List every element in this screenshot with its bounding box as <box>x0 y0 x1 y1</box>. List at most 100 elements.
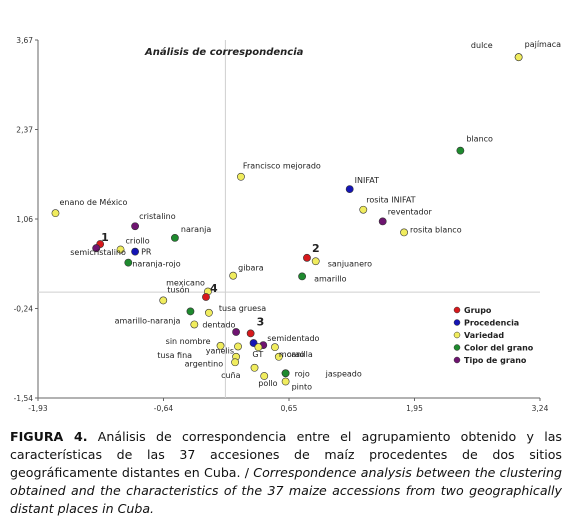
data-point <box>514 53 523 62</box>
x-tick-label: 3,24 <box>532 404 549 413</box>
data-point <box>237 172 245 181</box>
data-point <box>51 209 60 218</box>
y-tick-label: -0,24 <box>14 305 34 314</box>
x-tick-label: 0,65 <box>281 404 298 413</box>
data-point <box>274 352 283 361</box>
point-label: rosita INIFAT <box>366 196 415 205</box>
legend: Grupo Procedencia Variedad Color del grano T… <box>453 306 534 365</box>
point-label: tusa gruesa <box>219 304 266 313</box>
point-label: cristalino <box>139 212 176 221</box>
point-label: 4 <box>210 282 218 295</box>
point-label: canilla <box>287 350 313 359</box>
y-tick-label: 2,37 <box>16 126 33 135</box>
point-label: enano de México <box>59 197 127 207</box>
point-label: GT <box>252 350 263 359</box>
point-label: PR <box>141 248 152 257</box>
data-point <box>234 342 242 351</box>
data-point <box>232 328 240 336</box>
data-point <box>124 258 133 267</box>
legend-swatch <box>453 306 461 314</box>
point-label: dentado <box>202 320 235 329</box>
figure-label: FIGURA 4. <box>10 429 88 444</box>
correspondence-chart: -1,93 -0,64 0,65 1,95 3,24 3,67 2,37 1,06 -0,24 -… <box>14 36 562 413</box>
data-point <box>229 271 238 280</box>
data-point <box>246 329 255 338</box>
point-label: semicristalino <box>70 248 126 257</box>
legend-swatch <box>453 319 461 326</box>
point-label: jaspeado <box>325 369 362 378</box>
data-point <box>231 358 240 367</box>
data-point <box>254 343 263 352</box>
legend-swatch <box>453 344 461 351</box>
point-label: pinto <box>292 383 313 392</box>
caption-spanish: Análisis de correspondencia entre el agr… <box>10 429 562 480</box>
data-point <box>303 253 311 262</box>
data-point <box>281 377 290 386</box>
data-point <box>345 185 354 194</box>
point-label: gibara <box>238 264 264 273</box>
y-tick-label: 1,06 <box>16 215 33 224</box>
point-label: rosita blanco <box>410 225 462 234</box>
legend-swatch <box>453 356 461 364</box>
data-point <box>116 245 125 254</box>
data-point <box>131 222 139 231</box>
point-label: cuña <box>221 371 241 380</box>
point-label: yanelis <box>206 346 234 355</box>
legend-label: Color del grano <box>464 344 534 353</box>
data-point <box>378 217 387 226</box>
data-point <box>92 244 101 253</box>
data-point <box>171 233 179 242</box>
point-label: tusón <box>167 284 189 294</box>
data-point <box>190 320 199 329</box>
x-tick-label: -1,93 <box>28 404 48 413</box>
data-point <box>311 257 320 266</box>
data-point <box>202 293 210 301</box>
data-point <box>359 205 368 214</box>
data-point <box>400 228 408 237</box>
legend-label: Tipo de grano <box>464 356 527 365</box>
legend-label: Variedad <box>464 331 504 340</box>
legend-label: Procedencia <box>464 319 519 328</box>
y-tick-label: 3,67 <box>16 36 33 45</box>
data-point <box>250 363 259 372</box>
data-point <box>281 369 290 378</box>
point-label: naranja <box>181 225 211 234</box>
point-label: criollo <box>126 237 150 246</box>
axes: -1,93 -0,64 0,65 1,95 3,24 3,67 2,37 1,06 -0,24 -… <box>14 36 549 413</box>
data-point <box>260 372 269 380</box>
data-point <box>456 146 465 155</box>
point-label: pollo <box>258 379 277 388</box>
point-label: morao <box>279 350 305 359</box>
point-label: Francisco mejorado <box>243 162 321 171</box>
data-point <box>186 307 195 316</box>
data-point <box>204 308 213 317</box>
point-label: sin nombre <box>166 337 211 346</box>
point-label: semidentado <box>267 334 319 343</box>
chart-title: Análisis de correspondencia <box>144 46 304 58</box>
point-label: sanjuanero <box>328 259 372 268</box>
point-label: 1 <box>101 231 109 244</box>
point-label: pajímaca <box>525 40 562 49</box>
point-label: reventador <box>388 207 433 216</box>
data-point <box>271 343 279 352</box>
point-label: argentino <box>185 359 224 368</box>
point-label: naranja-rojo <box>132 260 180 269</box>
point-label: 2 <box>312 242 320 255</box>
legend-swatch <box>453 331 461 339</box>
point-label: amarillo <box>314 274 347 283</box>
x-tick-label: 1,95 <box>406 404 423 413</box>
data-point <box>298 272 307 281</box>
caption-english: Correspondence analysis between the clus… <box>10 465 562 516</box>
point-label: blanco <box>466 135 493 144</box>
point-label: INIFAT <box>355 176 379 185</box>
point-label: tusa fina <box>157 351 192 360</box>
y-tick-label: -1,54 <box>14 394 34 403</box>
point-label: dulce <box>471 41 493 50</box>
data-points: pajímaca dulce blanco Francisco mejorado INI… <box>51 40 562 392</box>
point-label: amarillo-naranja <box>115 316 181 325</box>
point-label: rojo <box>295 369 310 378</box>
point-label: 3 <box>257 315 265 328</box>
point-label: mexicano <box>166 278 205 287</box>
data-point <box>216 341 225 350</box>
figure-caption: FIGURA 4. Análisis de correspondencia en… <box>10 428 562 518</box>
